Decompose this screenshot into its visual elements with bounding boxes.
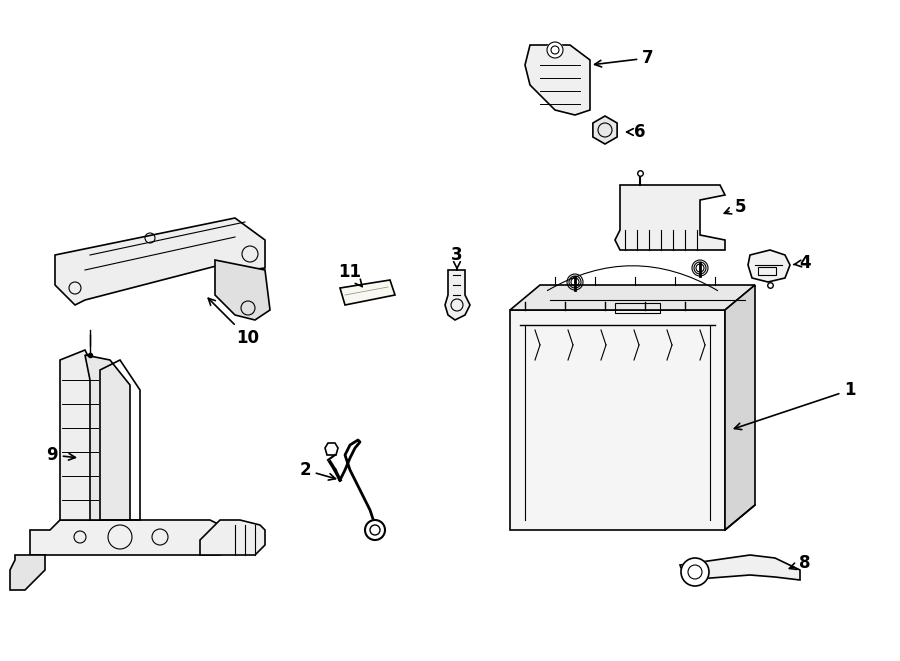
Text: 3: 3 [451,246,463,270]
Circle shape [547,42,563,58]
Polygon shape [10,555,45,590]
Text: 10: 10 [208,298,259,347]
Text: 7: 7 [595,49,653,67]
Text: 11: 11 [338,263,362,287]
Polygon shape [615,185,725,250]
Polygon shape [200,520,265,555]
Polygon shape [325,443,338,455]
Polygon shape [725,285,755,530]
Polygon shape [525,45,590,115]
Polygon shape [55,218,265,305]
Text: 8: 8 [789,554,811,572]
Text: 4: 4 [794,254,811,272]
Polygon shape [445,270,470,320]
Polygon shape [593,116,617,144]
Polygon shape [60,350,100,520]
Bar [615,303,660,313]
Text: 2: 2 [299,461,336,480]
Circle shape [365,520,385,540]
Text: 6: 6 [626,123,646,141]
Polygon shape [748,250,790,282]
Text: 9: 9 [46,446,76,464]
Text: 1: 1 [734,381,856,430]
Circle shape [681,558,709,586]
Polygon shape [30,520,230,555]
Polygon shape [510,285,755,310]
Polygon shape [510,310,725,530]
Polygon shape [340,280,395,305]
Polygon shape [85,355,130,520]
Polygon shape [680,555,800,580]
Text: 5: 5 [724,198,746,216]
Bar [758,267,776,275]
Polygon shape [215,260,270,320]
